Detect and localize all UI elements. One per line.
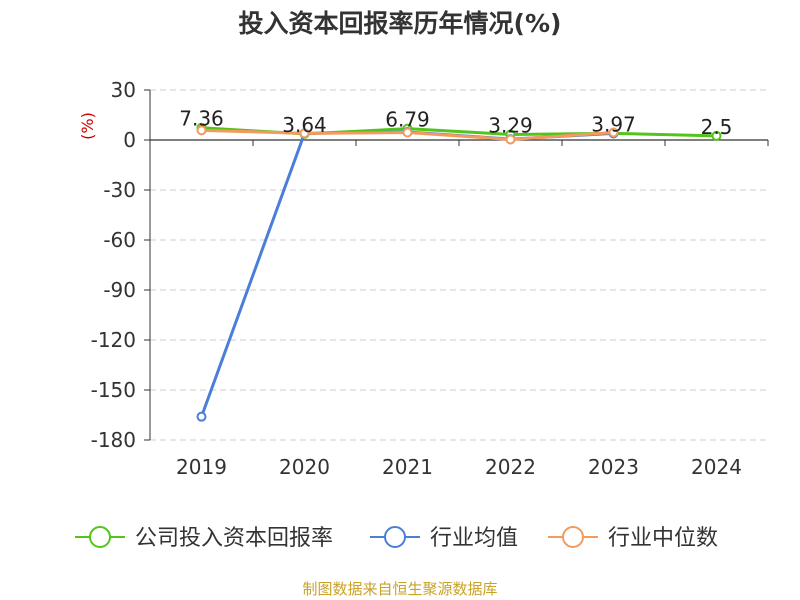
source-note: 制图数据来自恒生聚源数据库 [0,578,800,599]
series-layer [198,124,721,421]
x-tick-label: 2023 [588,455,639,479]
y-tick-label: -90 [103,278,136,302]
series-line-1 [202,132,614,417]
x-tick-label: 2019 [176,455,227,479]
y-tick-label: -30 [103,178,136,202]
legend-marker [90,527,110,547]
data-label: 6.79 [385,108,430,132]
axis-layer: 30 0 -30 -60 -90 -120 -150 -180 2019 2020 2021 2022… [78,78,768,479]
y-tick-label: -120 [91,328,136,352]
data-label: 2.5 [701,115,733,139]
x-tick-label: 2021 [382,455,433,479]
legend-label: 行业中位数 [608,526,718,551]
legend-label: 行业均值 [430,526,518,551]
x-tick-label: 2022 [485,455,536,479]
legend: 公司投入资本回报率 行业均值 行业中位数 [75,526,718,551]
y-axis-label: (%) [78,112,97,140]
y-tick-label: 30 [111,78,136,102]
legend-label: 公司投入资本回报率 [135,526,333,551]
data-label: 3.64 [282,113,327,137]
legend-marker [385,527,405,547]
legend-marker [563,527,583,547]
y-tick-label: -180 [91,428,136,452]
series-point-1 [198,413,206,421]
data-label: 3.29 [488,114,533,138]
x-tick-label: 2020 [279,455,330,479]
y-tick-label: 0 [123,128,136,152]
y-tick-label: -150 [91,378,136,402]
x-tick-label: 2024 [691,455,742,479]
data-label: 7.36 [179,107,224,131]
data-label: 3.97 [591,112,636,136]
y-tick-label: -60 [103,228,136,252]
